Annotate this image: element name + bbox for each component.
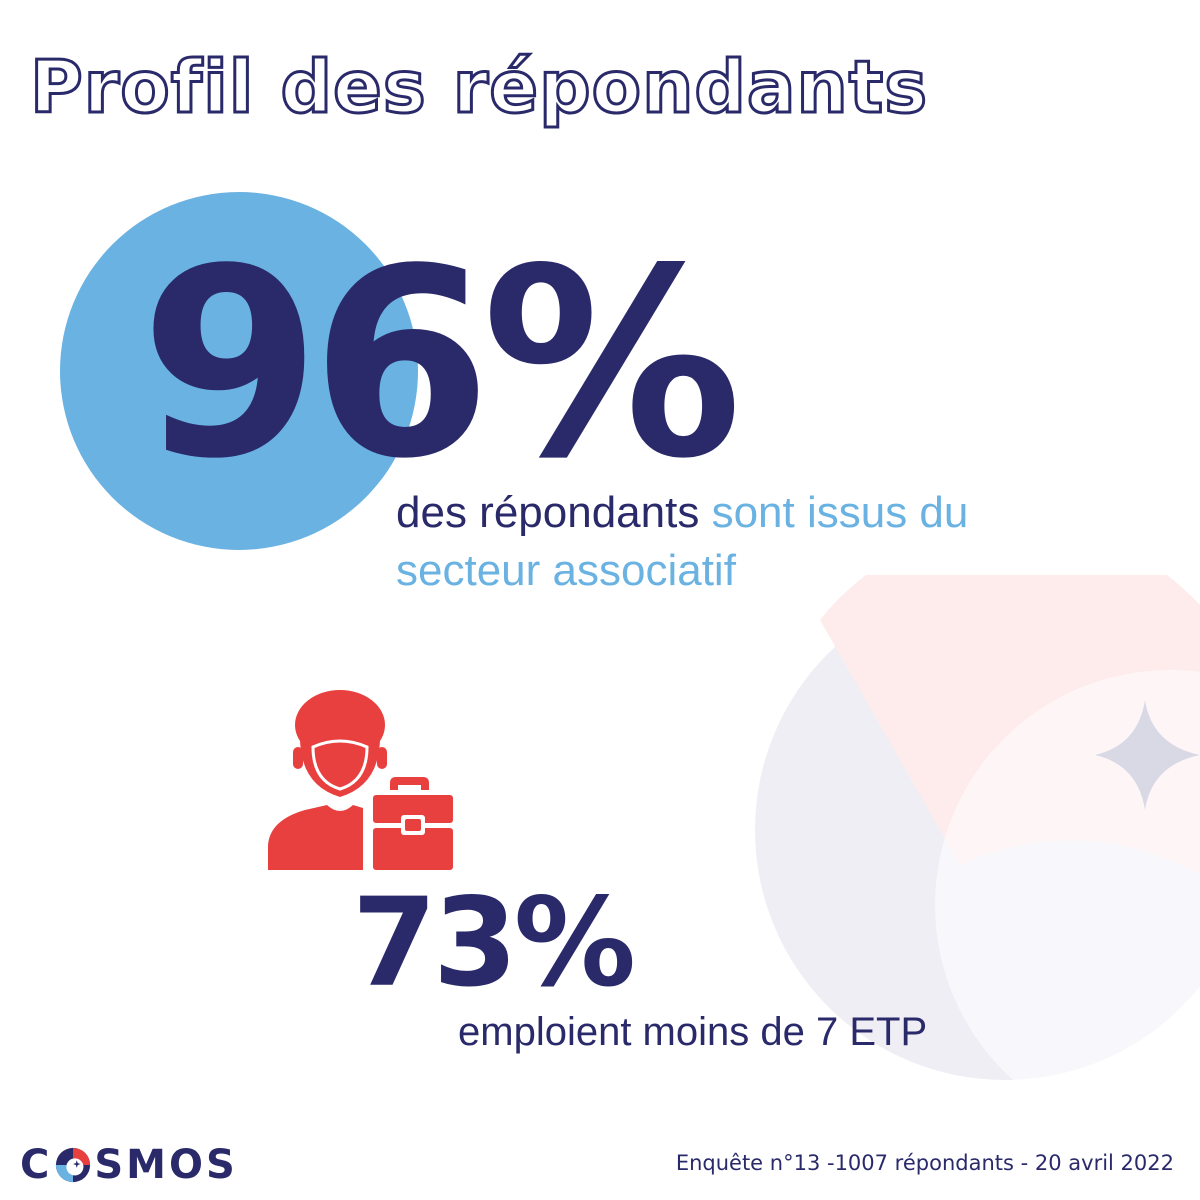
stat-circle: [60, 192, 418, 550]
star-icon: [1095, 700, 1200, 810]
stat-sector-value: 96%: [140, 214, 742, 516]
logo-text-end: SMOS: [94, 1142, 238, 1188]
stat-sector-text: des répondants: [396, 488, 712, 537]
background-decoration: [755, 575, 1200, 1080]
stat-sector-highlight: sont issus du secteur associatif: [396, 488, 969, 595]
survey-note: Enquête n°13 -1007 répondants - 20 avril…: [675, 1151, 1174, 1175]
employee-briefcase-icon: [268, 690, 453, 870]
logo-globe-icon: [56, 1147, 91, 1183]
stat-employees-description: emploient moins de 7 ETP: [458, 1010, 928, 1054]
cosmos-logo: C SMOS: [20, 1140, 238, 1190]
page-title: Profil des répondants: [28, 44, 929, 131]
stat-sector-description: des répondants sont issus du secteur ass…: [396, 484, 1096, 600]
stat-employees-value: 73%: [352, 872, 636, 1014]
logo-text-start: C: [20, 1142, 53, 1188]
